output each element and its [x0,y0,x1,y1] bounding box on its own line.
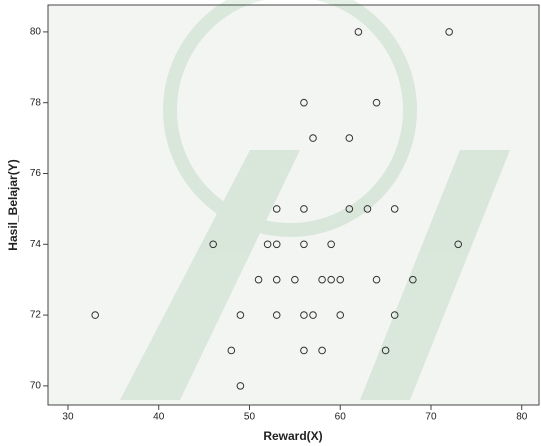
point [272,311,281,319]
y-tick-label: 70 [30,381,42,392]
y-tick-label: 76 [30,168,42,179]
x-tick-label: 40 [153,412,165,423]
x-tick-label: 50 [244,412,256,423]
point [300,205,308,213]
point [236,311,245,319]
point [445,28,453,36]
watermark-shape [120,150,300,400]
point [309,311,317,319]
point [354,28,363,36]
point [227,346,236,355]
point [318,275,326,284]
point [272,205,281,213]
point [91,311,99,319]
point [327,240,335,249]
point [372,275,381,284]
point [381,346,390,355]
watermark-globe [163,0,417,237]
x-tick-label: 80 [516,412,528,423]
point [409,275,417,284]
point [300,311,308,319]
y-tick-label: 74 [30,239,42,250]
point [272,275,281,284]
x-tick-label: 60 [335,412,347,423]
point [345,205,354,213]
y-tick-label: 72 [30,310,42,321]
plot-area [47,4,540,406]
point [345,134,354,142]
y-tick-label: 78 [30,97,42,108]
point [372,98,381,107]
y-tick-label: 80 [30,27,42,38]
point [209,240,217,249]
y-axis-title: Hasil_Belajar(Y) [6,159,20,250]
point [390,205,399,213]
point [454,240,463,249]
point [263,240,272,249]
watermark-shape [360,150,510,400]
point [336,275,345,284]
point [363,205,372,213]
point [291,275,299,284]
point [300,240,308,249]
x-tick-label: 70 [425,412,437,423]
point [309,134,317,142]
x-axis-title: Reward(X) [263,429,322,443]
point [336,311,345,319]
watermark [120,0,510,400]
point [327,275,335,284]
point [236,382,245,390]
point [272,240,281,249]
point [300,98,308,107]
point [318,346,326,355]
point [390,311,399,319]
x-tick-label: 30 [62,412,74,423]
point [300,346,308,355]
point [254,275,263,284]
